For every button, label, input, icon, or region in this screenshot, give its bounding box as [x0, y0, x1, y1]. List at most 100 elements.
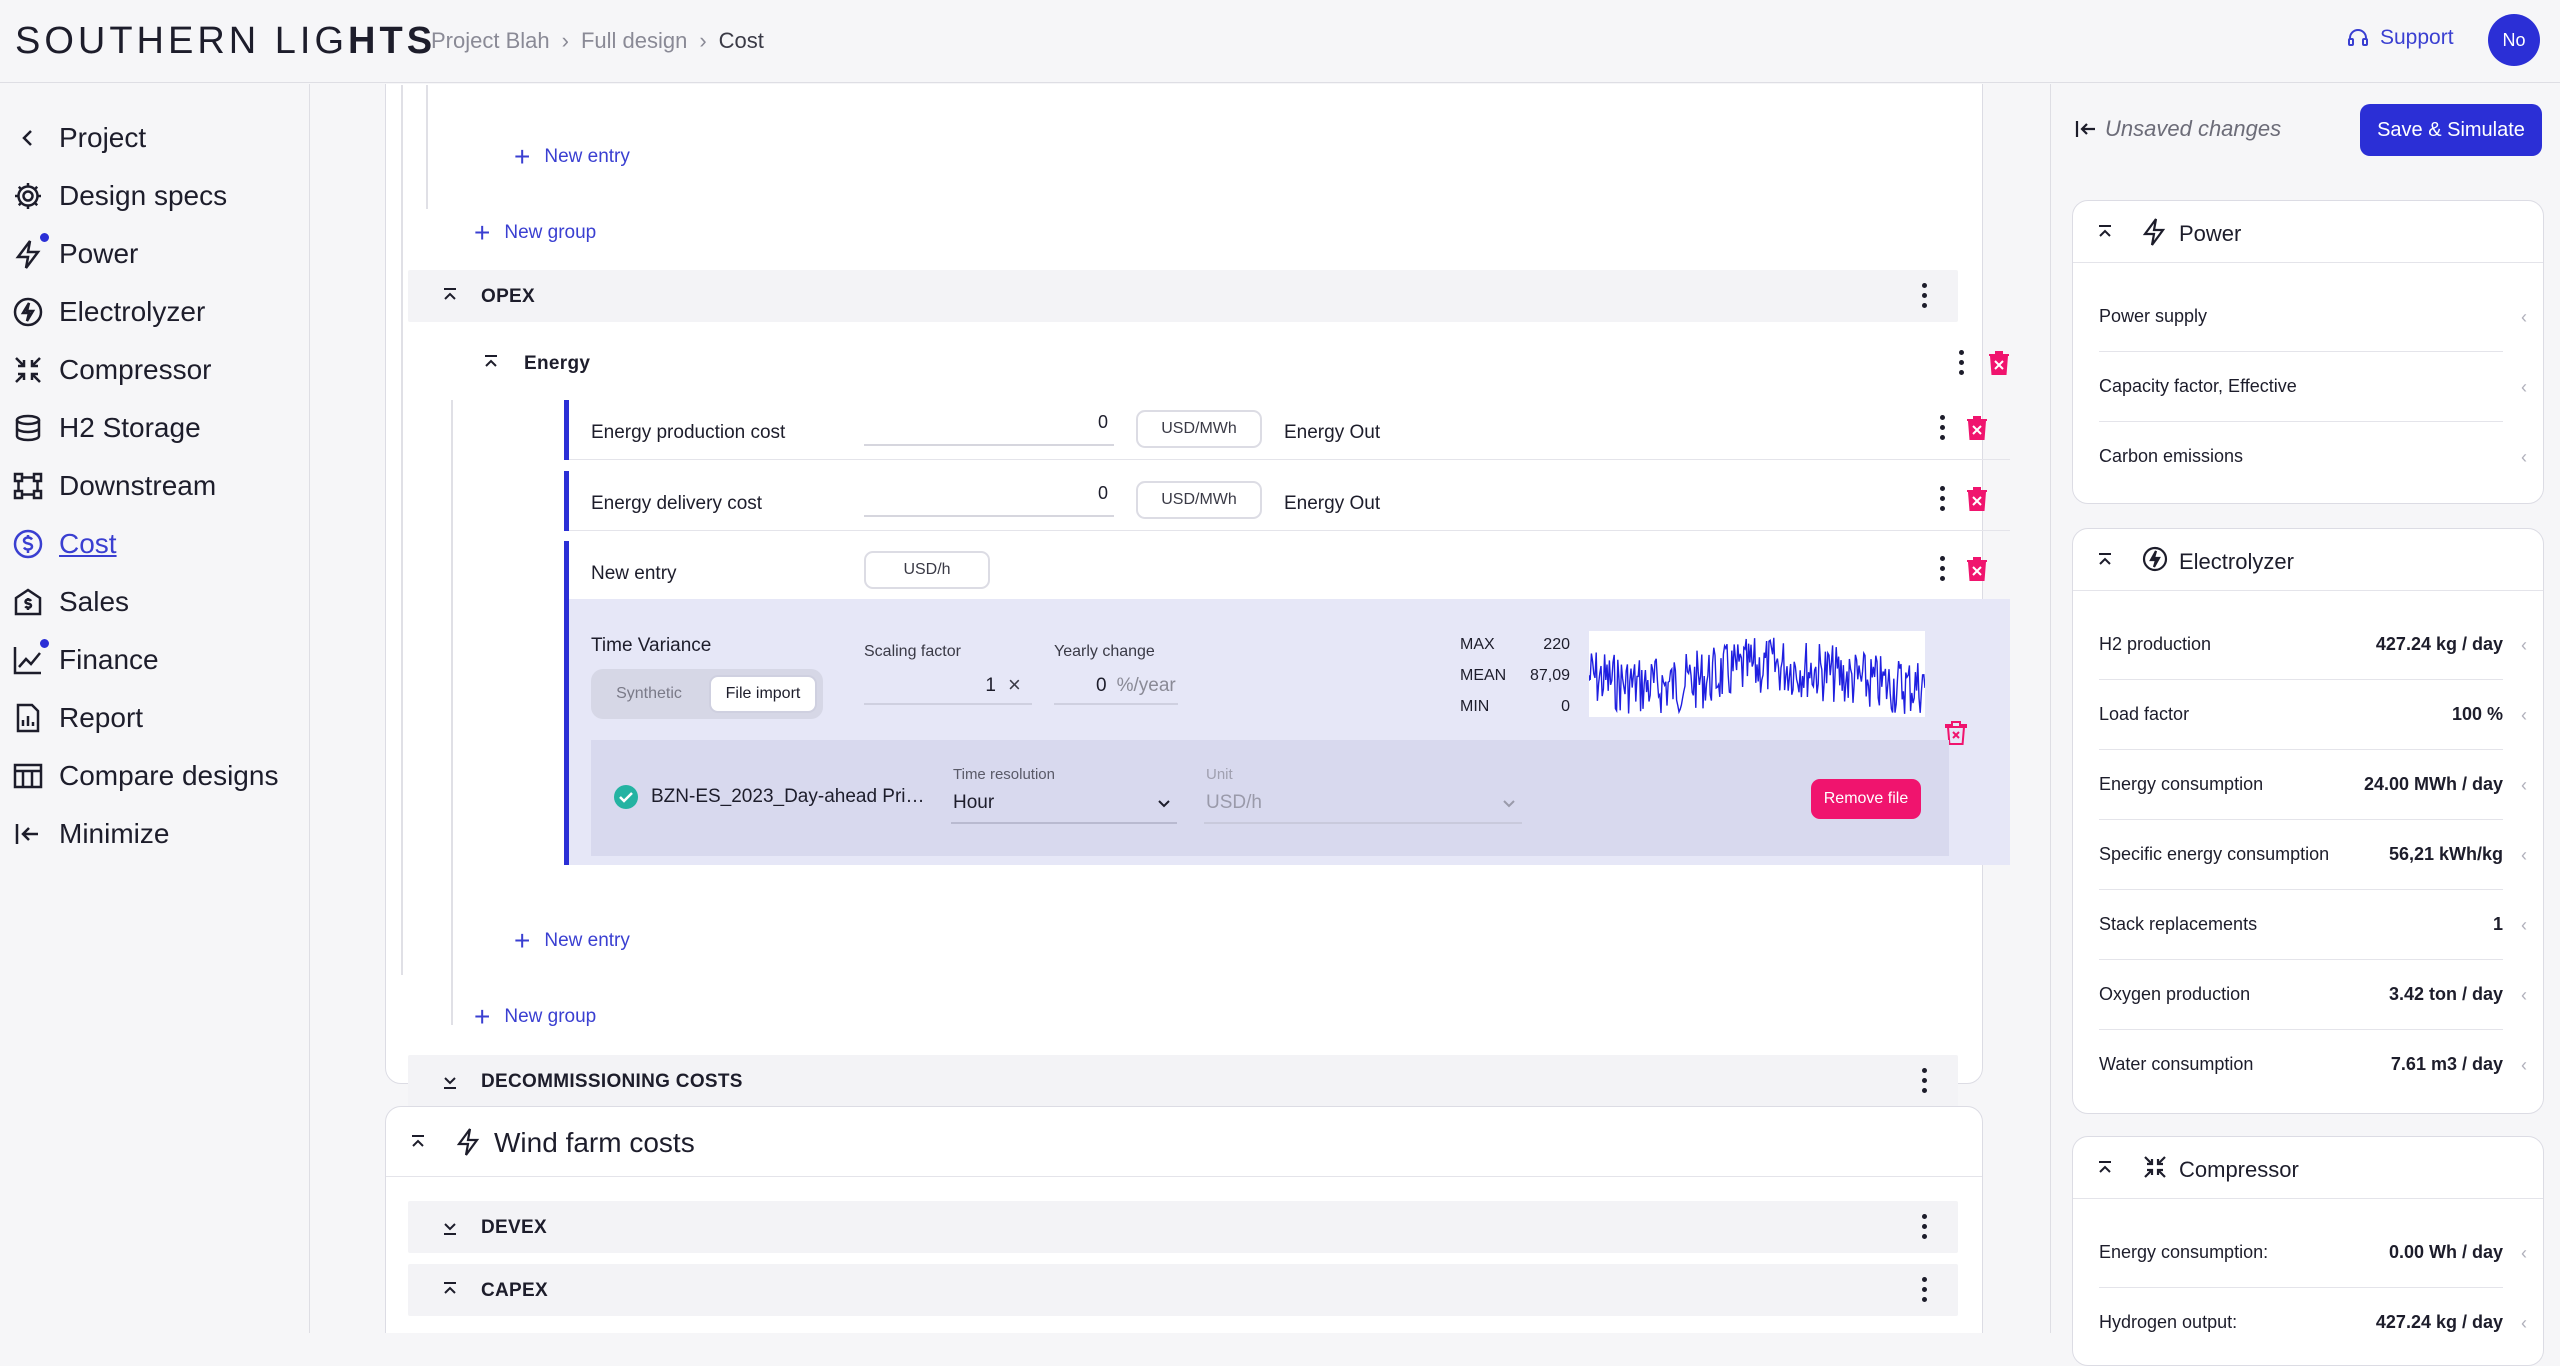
- summary-row[interactable]: H2 production 427.24 kg / day ‹: [2099, 610, 2527, 680]
- summary-key: Energy consumption: [2099, 774, 2264, 794]
- kebab-icon[interactable]: [1938, 556, 1946, 584]
- sidebar-item-finance[interactable]: Finance: [10, 636, 159, 678]
- kebab-icon[interactable]: [1938, 415, 1946, 443]
- sidebar-item-minimize[interactable]: Minimize: [10, 816, 169, 852]
- kebab-icon[interactable]: [1920, 1214, 1928, 1242]
- entry-row: Energy production cost 0 USD/MWh Energy …: [564, 400, 2010, 460]
- compressor-summary-header[interactable]: Compressor: [2073, 1137, 2543, 1199]
- sidebar-item-project[interactable]: Project: [10, 120, 146, 156]
- chevron-down-icon: [1503, 800, 1515, 808]
- toggle-synthetic[interactable]: Synthetic: [616, 685, 682, 702]
- chevron-left-icon: ‹: [2521, 915, 2527, 935]
- opex-header[interactable]: OPEX: [408, 270, 1958, 322]
- summary-row[interactable]: Load factor 100 % ‹: [2099, 680, 2527, 750]
- entry-value-input[interactable]: 0: [864, 483, 1114, 517]
- devex-header[interactable]: DEVEX: [408, 1201, 1958, 1253]
- breadcrumb-design[interactable]: Full design: [580, 28, 688, 53]
- support-link[interactable]: Support: [2346, 26, 2454, 50]
- summary-row[interactable]: Capacity factor, Effective ‹: [2099, 352, 2527, 422]
- unit-selector[interactable]: USD/MWh: [1136, 481, 1262, 519]
- logo-text-left: SOUTHERN LIG: [15, 20, 349, 62]
- group-guide-line: [451, 400, 453, 1025]
- summary-row[interactable]: Specific energy consumption 56,21 kWh/kg ‹: [2099, 820, 2527, 890]
- decommissioning-header[interactable]: DECOMMISSIONING COSTS: [408, 1055, 1958, 1107]
- collapse-up-icon[interactable]: [2093, 549, 2117, 573]
- time-variance-title: Time Variance: [591, 635, 712, 656]
- collapse-up-icon[interactable]: [438, 284, 462, 308]
- summary-row[interactable]: Water consumption 7.61 m3 / day ‹: [2099, 1030, 2527, 1100]
- delete-group-icon[interactable]: [1987, 349, 2011, 377]
- plus-icon: +: [474, 217, 491, 248]
- sidebar-item-sales[interactable]: Sales: [10, 584, 129, 620]
- remove-file-button[interactable]: Remove file: [1811, 779, 1921, 819]
- stat-max: MAX 220: [1460, 629, 1570, 660]
- summary-row[interactable]: Energy consumption: 0.00 Wh / day ‹: [2099, 1218, 2527, 1288]
- new-entry-link[interactable]: + New entry: [514, 143, 630, 171]
- summary-value: 427.24 kg / day: [2375, 634, 2503, 654]
- summary-row[interactable]: Carbon emissions ‹: [2099, 422, 2527, 492]
- collapse-up-icon[interactable]: [479, 351, 503, 375]
- time-resolution-label: Time resolution: [953, 766, 1055, 783]
- avatar[interactable]: No: [2488, 14, 2540, 66]
- collapse-icon: [10, 816, 46, 852]
- electrolyzer-summary-header[interactable]: Electrolyzer: [2073, 529, 2543, 591]
- sidebar-item-label: Power: [59, 238, 139, 269]
- chart-icon: [10, 636, 52, 678]
- power-summary-card: Power Power supply ‹ Capacity factor, Eff…: [2072, 200, 2544, 504]
- summary-row[interactable]: Hydrogen output: 427.24 kg / day ‹: [2099, 1288, 2527, 1358]
- summary-key: Specific energy consumption: [2099, 844, 2330, 864]
- entry-value-input[interactable]: 0: [864, 412, 1114, 446]
- collapse-panel-icon[interactable]: [2073, 116, 2099, 142]
- collapse-up-icon[interactable]: [2093, 1157, 2117, 1181]
- time-resolution-select[interactable]: Time resolution Hour: [951, 766, 1177, 824]
- summary-row[interactable]: Energy consumption 24.00 MWh / day ‹: [2099, 750, 2527, 820]
- new-entry-link[interactable]: + New entry: [514, 927, 630, 955]
- collapse-up-icon[interactable]: [2093, 221, 2117, 245]
- kebab-icon[interactable]: [1920, 283, 1928, 311]
- summary-row[interactable]: Power supply ‹: [2099, 282, 2527, 352]
- check-circle-icon: [614, 785, 638, 809]
- kebab-icon[interactable]: [1920, 1068, 1928, 1096]
- sidebar-item-compressor[interactable]: Compressor: [10, 352, 211, 388]
- sidebar-item-electrolyzer[interactable]: Electrolyzer: [10, 294, 205, 330]
- yearly-change-input[interactable]: 0 %/year: [1054, 669, 1178, 705]
- collapse-up-icon[interactable]: [438, 1278, 462, 1302]
- save-simulate-button[interactable]: Save & Simulate: [2360, 104, 2542, 156]
- expand-down-icon[interactable]: [438, 1215, 462, 1239]
- kebab-icon[interactable]: [1957, 350, 1965, 378]
- logo[interactable]: SOUTHERN LIGHTS: [15, 20, 436, 63]
- unit-selector[interactable]: USD/h: [864, 551, 990, 589]
- sidebar-item-compare-designs[interactable]: Compare designs: [10, 758, 278, 794]
- wind-farm-header[interactable]: Wind farm costs: [386, 1107, 1982, 1177]
- sidebar-item-label: Electrolyzer: [59, 296, 206, 327]
- sidebar-item-downstream[interactable]: Downstream: [10, 468, 216, 504]
- sidebar-item-report[interactable]: Report: [10, 700, 143, 736]
- toggle-file-import[interactable]: File import: [709, 675, 817, 713]
- delete-entry-icon[interactable]: [1965, 414, 1989, 442]
- delete-entry-icon[interactable]: [1965, 555, 1989, 583]
- sidebar-item-power[interactable]: Power: [10, 230, 139, 272]
- breadcrumb-current: Cost: [718, 28, 764, 53]
- scaling-factor-input[interactable]: 1: [864, 669, 1032, 705]
- stat-key: MIN: [1460, 698, 1490, 715]
- clear-icon[interactable]: ×: [1008, 672, 1021, 697]
- capex-header[interactable]: CAPEX: [408, 1264, 1958, 1316]
- collapse-up-icon[interactable]: [406, 1131, 430, 1155]
- sidebar-item-h2-storage[interactable]: H2 Storage: [10, 410, 201, 446]
- delete-entry-icon[interactable]: [1965, 485, 1989, 513]
- expand-down-icon[interactable]: [438, 1069, 462, 1093]
- sidebar-item-cost[interactable]: Cost: [10, 526, 117, 562]
- delete-time-variance-icon[interactable]: [1944, 719, 1968, 747]
- breadcrumb-project[interactable]: Project Blah: [431, 28, 550, 53]
- summary-row[interactable]: Oxygen production 3.42 ton / day ‹: [2099, 960, 2527, 1030]
- kebab-icon[interactable]: [1920, 1277, 1928, 1305]
- unit-selector[interactable]: USD/MWh: [1136, 410, 1262, 448]
- kebab-icon[interactable]: [1938, 486, 1946, 514]
- sidebar-item-design-specs[interactable]: Design specs: [10, 178, 227, 214]
- summary-row[interactable]: Stack replacements 1 ‹: [2099, 890, 2527, 960]
- new-group-link[interactable]: + New group: [474, 1003, 596, 1031]
- power-summary-header[interactable]: Power: [2073, 201, 2543, 263]
- unit-select[interactable]: Unit USD/h: [1204, 766, 1522, 824]
- summary-key: Carbon emissions: [2099, 446, 2244, 466]
- new-group-link[interactable]: + New group: [474, 219, 596, 247]
